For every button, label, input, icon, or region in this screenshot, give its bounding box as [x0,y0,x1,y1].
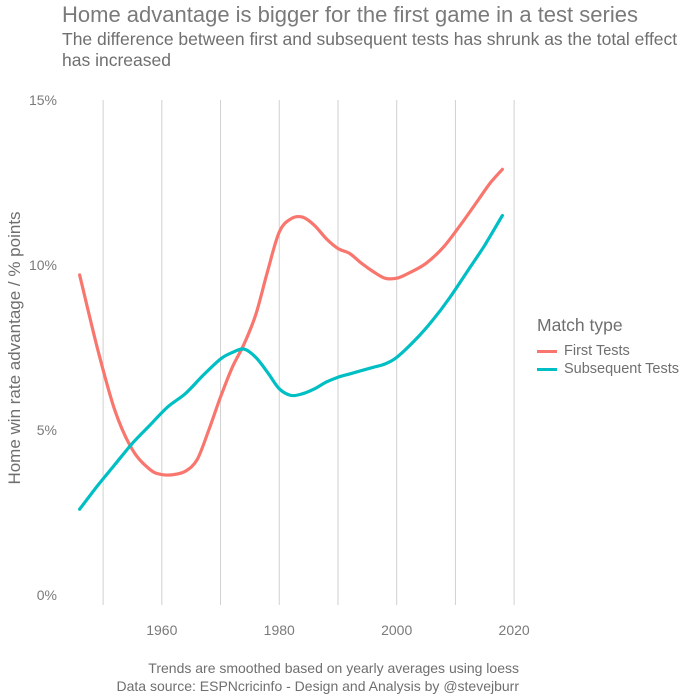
y-tick-label: 0% [37,587,57,603]
caption-line-source: Data source: ESPNcricinfo - Design and A… [116,678,520,694]
x-tick-label: 1980 [264,622,295,638]
legend-item-subsequent-tests: Subsequent Tests [537,360,679,378]
x-tick-label: 2020 [499,622,530,638]
y-axis-ticks: 0% 5% 10% 15% [29,92,57,603]
chart-subtitle: The difference between first and subsequ… [62,29,678,70]
y-tick-label: 15% [29,92,57,108]
y-tick-label: 5% [37,422,57,438]
legend-label: Subsequent Tests [564,361,680,377]
legend-label: First Tests [564,343,630,359]
gridlines [102,100,515,605]
legend-item-first-tests: First Tests [537,342,630,360]
y-tick-label: 10% [29,257,57,273]
caption-line-method: Trends are smoothed based on yearly aver… [148,660,519,676]
x-tick-label: 2000 [381,622,412,638]
x-axis-ticks: 1960 1980 2000 2020 [146,622,530,638]
caption: Trends are smoothed based on yearly aver… [117,659,520,695]
series-lines [78,167,504,511]
legend-key [537,367,557,371]
x-tick-label: 1960 [146,622,177,638]
series-line-first-tests [78,167,504,477]
legend-title: Match type [537,315,623,335]
y-axis-label: Home win rate advantage / % points [5,211,24,484]
chart-title: Home advantage is bigger for the first g… [62,2,638,27]
legend-key [537,349,557,353]
series-line-subsequent-tests [78,213,504,511]
